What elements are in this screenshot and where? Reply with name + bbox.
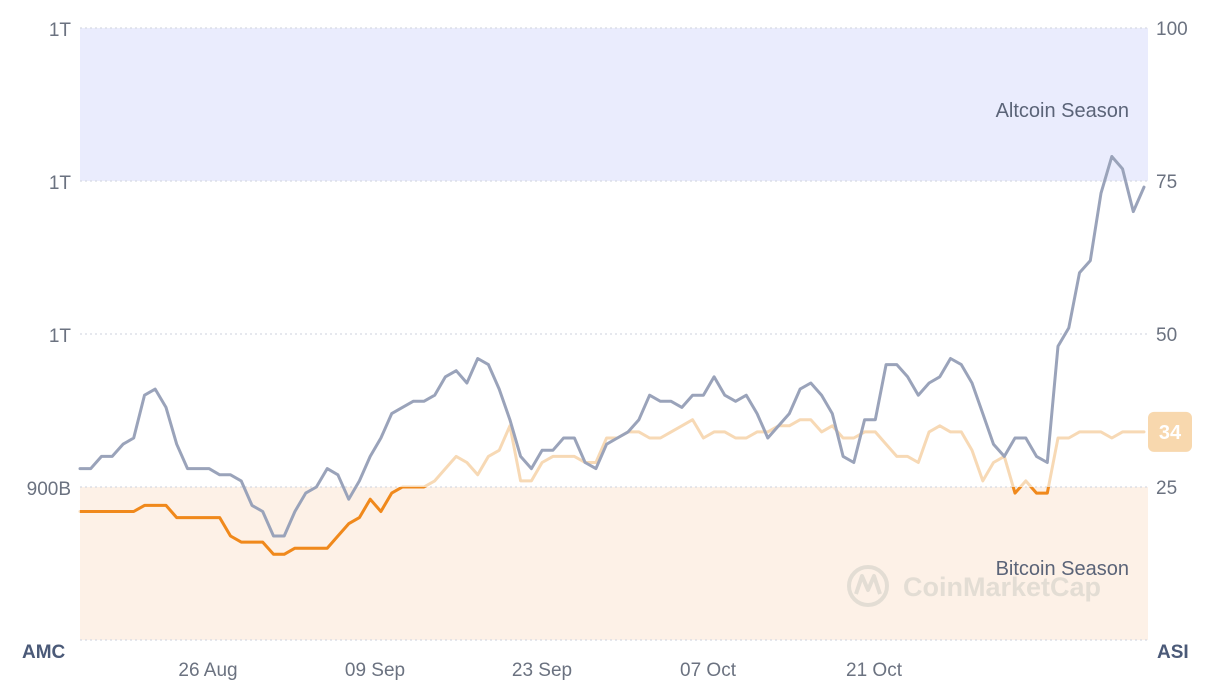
- bitcoin-season-zone: [80, 487, 1148, 640]
- bitcoin-season-label: Bitcoin Season: [996, 558, 1129, 580]
- altcoin-season-zone: [80, 28, 1148, 181]
- grid-layer: [80, 27, 1148, 641]
- x-tick-label: 07 Oct: [680, 660, 737, 681]
- left-tick-label: 900B: [27, 479, 71, 500]
- x-tick-label: 23 Sep: [512, 660, 572, 681]
- x-tick-label: 21 Oct: [846, 660, 903, 681]
- coinmarketcap-logo-mark: [854, 574, 882, 595]
- current-value-badge: [1148, 411, 1192, 452]
- right-tick-label: 75: [1156, 172, 1177, 193]
- badge-layer: 34: [1148, 411, 1192, 452]
- left-tick-label: 1T: [49, 173, 72, 194]
- left-tick-label: 1T: [49, 326, 72, 347]
- current-value-text: 34: [1159, 422, 1182, 444]
- zones-layer: [80, 28, 1148, 640]
- watermark: CoinMarketCap: [847, 565, 1101, 607]
- market-cap-line: [78, 155, 1146, 538]
- altcoin-season-label: Altcoin Season: [996, 100, 1129, 122]
- watermark-text: CoinMarketCap: [903, 572, 1101, 602]
- coinmarketcap-logo-icon: [847, 565, 889, 607]
- x-tick-label: 26 Aug: [178, 660, 237, 681]
- x-tick-label: 09 Sep: [345, 660, 405, 681]
- altcoin-season-index-line-bitcoin-zone: [80, 487, 1051, 556]
- left-tick-label: 1T: [49, 20, 72, 41]
- right-axis-name: ASI: [1157, 642, 1189, 663]
- labels-layer: 1T 1T 1T 900B 100 75 50 25 AMC ASI 26 Aug 09 Sep 23 …: [22, 19, 1189, 681]
- right-tick-label: 100: [1156, 19, 1188, 40]
- left-axis-name: AMC: [22, 642, 66, 663]
- lines-layer: [78, 155, 1146, 556]
- right-tick-label: 50: [1156, 325, 1177, 346]
- right-tick-label: 25: [1156, 478, 1177, 499]
